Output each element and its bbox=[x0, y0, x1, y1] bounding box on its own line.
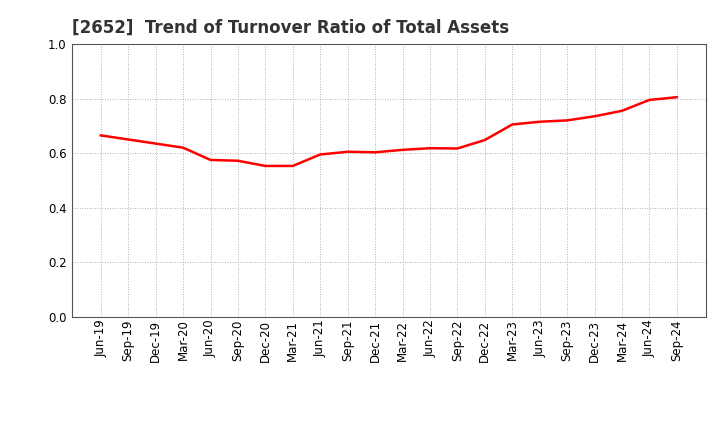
Text: [2652]  Trend of Turnover Ratio of Total Assets: [2652] Trend of Turnover Ratio of Total … bbox=[72, 19, 509, 37]
